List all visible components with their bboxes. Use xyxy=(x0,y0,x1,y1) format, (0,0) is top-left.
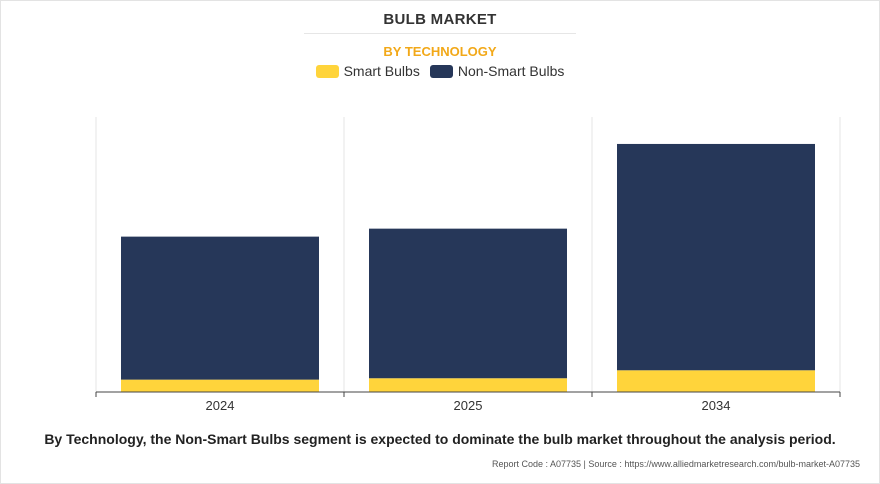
legend-label-smart-bulbs: Smart Bulbs xyxy=(343,63,420,79)
x-tick-label-2025: 2025 xyxy=(454,398,483,413)
legend-swatch-non-smart-bulbs xyxy=(429,64,453,78)
bar-non-smart-bulbs-2025 xyxy=(369,228,567,379)
x-tick-label-2034: 2034 xyxy=(702,398,731,413)
chart-title: BULB MARKET xyxy=(383,11,497,28)
legend-label-non-smart-bulbs: Non-Smart Bulbs xyxy=(457,63,565,79)
bar-non-smart-bulbs-2034 xyxy=(617,143,815,371)
chart-subtitle: BY TECHNOLOGY xyxy=(383,44,497,59)
bar-smart-bulbs-2025 xyxy=(369,378,567,392)
legend-item-smart-bulbs: Smart Bulbs xyxy=(315,63,420,79)
source-note: Report Code : A07735 | Source : https://… xyxy=(491,459,860,469)
bar-smart-bulbs-2024 xyxy=(121,379,319,392)
legend-swatch-smart-bulbs xyxy=(315,64,339,78)
title-divider xyxy=(304,33,576,34)
bar-non-smart-bulbs-2024 xyxy=(121,236,319,380)
bar-smart-bulbs-2034 xyxy=(617,370,815,392)
x-tick-label-2024: 2024 xyxy=(206,398,235,413)
legend: Smart Bulbs Non-Smart Bulbs xyxy=(0,63,880,79)
legend-item-non-smart-bulbs: Non-Smart Bulbs xyxy=(429,63,565,79)
chart-caption: By Technology, the Non-Smart Bulbs segme… xyxy=(44,431,836,447)
